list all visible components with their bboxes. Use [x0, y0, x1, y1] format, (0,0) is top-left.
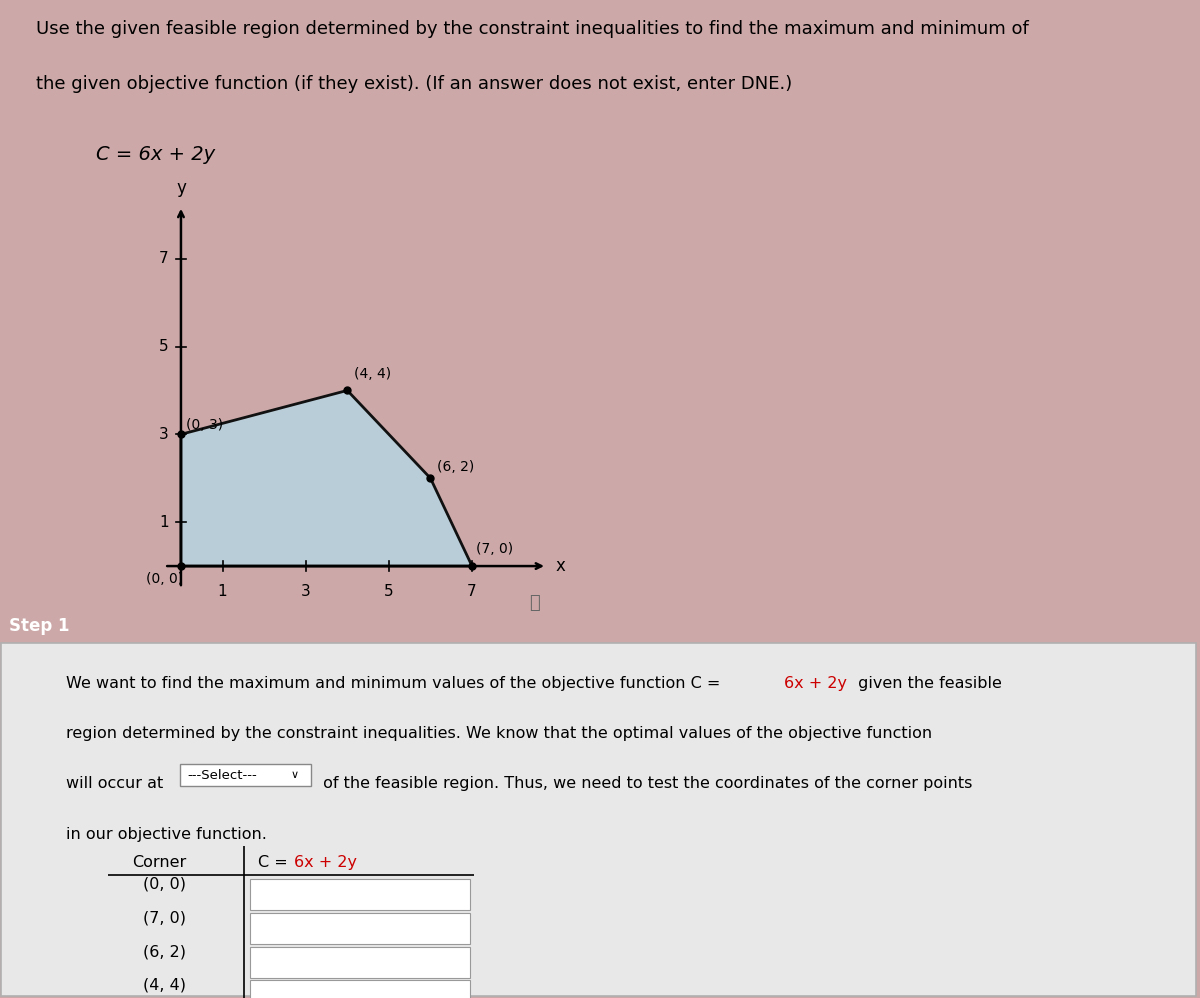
- Text: 3: 3: [301, 584, 311, 599]
- FancyBboxPatch shape: [250, 980, 470, 998]
- Text: 1: 1: [217, 584, 227, 599]
- Text: 6x + 2y: 6x + 2y: [784, 677, 847, 692]
- Text: (7, 0): (7, 0): [143, 910, 186, 925]
- Text: (0, 0): (0, 0): [145, 572, 182, 586]
- Text: y: y: [176, 180, 186, 198]
- Text: the given objective function (if they exist). (If an answer does not exist, ente: the given objective function (if they ex…: [36, 75, 792, 93]
- Text: 7: 7: [467, 584, 476, 599]
- Text: (4, 4): (4, 4): [354, 366, 391, 381]
- Text: ---Select---: ---Select---: [187, 768, 257, 781]
- Text: given the feasible: given the feasible: [853, 677, 1002, 692]
- Text: ∨: ∨: [290, 770, 299, 780]
- Text: 6x + 2y: 6x + 2y: [294, 855, 358, 870]
- Text: Use the given feasible region determined by the constraint inequalities to find : Use the given feasible region determined…: [36, 20, 1028, 38]
- Text: Corner: Corner: [132, 855, 186, 870]
- Text: x: x: [556, 557, 565, 575]
- FancyBboxPatch shape: [180, 764, 311, 786]
- Text: 5: 5: [158, 339, 168, 354]
- Text: 7: 7: [158, 251, 168, 266]
- Text: (6, 2): (6, 2): [437, 460, 474, 474]
- FancyBboxPatch shape: [250, 912, 470, 944]
- Text: 5: 5: [384, 584, 394, 599]
- Text: Step 1: Step 1: [10, 617, 70, 635]
- Text: We want to find the maximum and minimum values of the objective function C =: We want to find the maximum and minimum …: [66, 677, 726, 692]
- Text: C =: C =: [258, 855, 293, 870]
- Text: (0, 0): (0, 0): [143, 876, 186, 891]
- Text: C = 6x + 2y: C = 6x + 2y: [96, 145, 215, 165]
- Text: (7, 0): (7, 0): [476, 542, 514, 557]
- FancyBboxPatch shape: [1, 644, 1196, 996]
- Text: of the feasible region. Thus, we need to test the coordinates of the corner poin: of the feasible region. Thus, we need to…: [318, 776, 972, 791]
- Text: (4, 4): (4, 4): [143, 978, 186, 993]
- FancyBboxPatch shape: [250, 878, 470, 910]
- Text: region determined by the constraint inequalities. We know that the optimal value: region determined by the constraint ineq…: [66, 727, 932, 742]
- Text: will occur at: will occur at: [66, 776, 163, 791]
- Text: 3: 3: [158, 427, 168, 442]
- Text: (0, 3): (0, 3): [186, 418, 223, 432]
- Text: (6, 2): (6, 2): [143, 944, 186, 959]
- Text: ⓘ: ⓘ: [529, 595, 540, 613]
- Text: 1: 1: [158, 515, 168, 530]
- FancyBboxPatch shape: [250, 946, 470, 978]
- Text: in our objective function.: in our objective function.: [66, 826, 266, 841]
- Polygon shape: [181, 390, 472, 566]
